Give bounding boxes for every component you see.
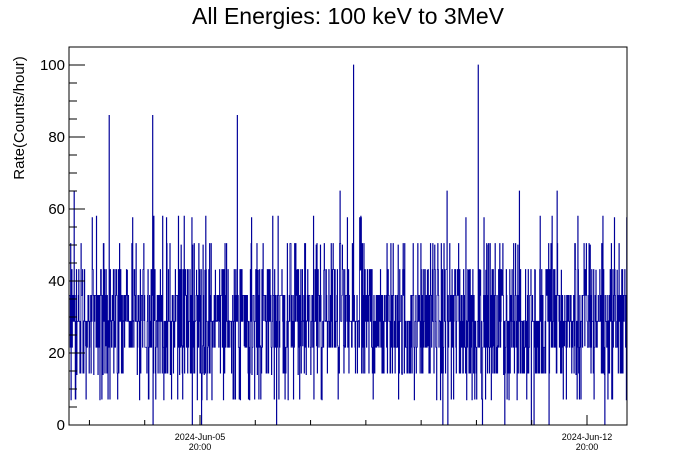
x-tick-label-time: 20:00 — [576, 442, 599, 452]
y-tick-label: 100 — [40, 57, 65, 74]
y-tick-label: 60 — [48, 201, 65, 218]
rate-series-line — [69, 64, 628, 426]
x-tick-label-date: 2024-Jun-05 — [175, 432, 226, 442]
y-tick-label: 20 — [48, 345, 65, 362]
plot-frame — [68, 46, 628, 426]
chart-title: All Energies: 100 keV to 3MeV — [192, 3, 505, 29]
x-tick-label-date: 2024-Jun-12 — [562, 432, 613, 442]
y-tick-label: 80 — [48, 129, 65, 146]
y-tick-label: 40 — [48, 273, 65, 290]
y-axis-label: Rate(Counts/hour) — [11, 56, 28, 179]
y-tick-label: 0 — [57, 417, 65, 434]
y-axis: 0 20 40 60 80 100 — [40, 46, 85, 434]
series-layer — [69, 64, 628, 426]
x-tick-label-time: 20:00 — [189, 442, 212, 452]
